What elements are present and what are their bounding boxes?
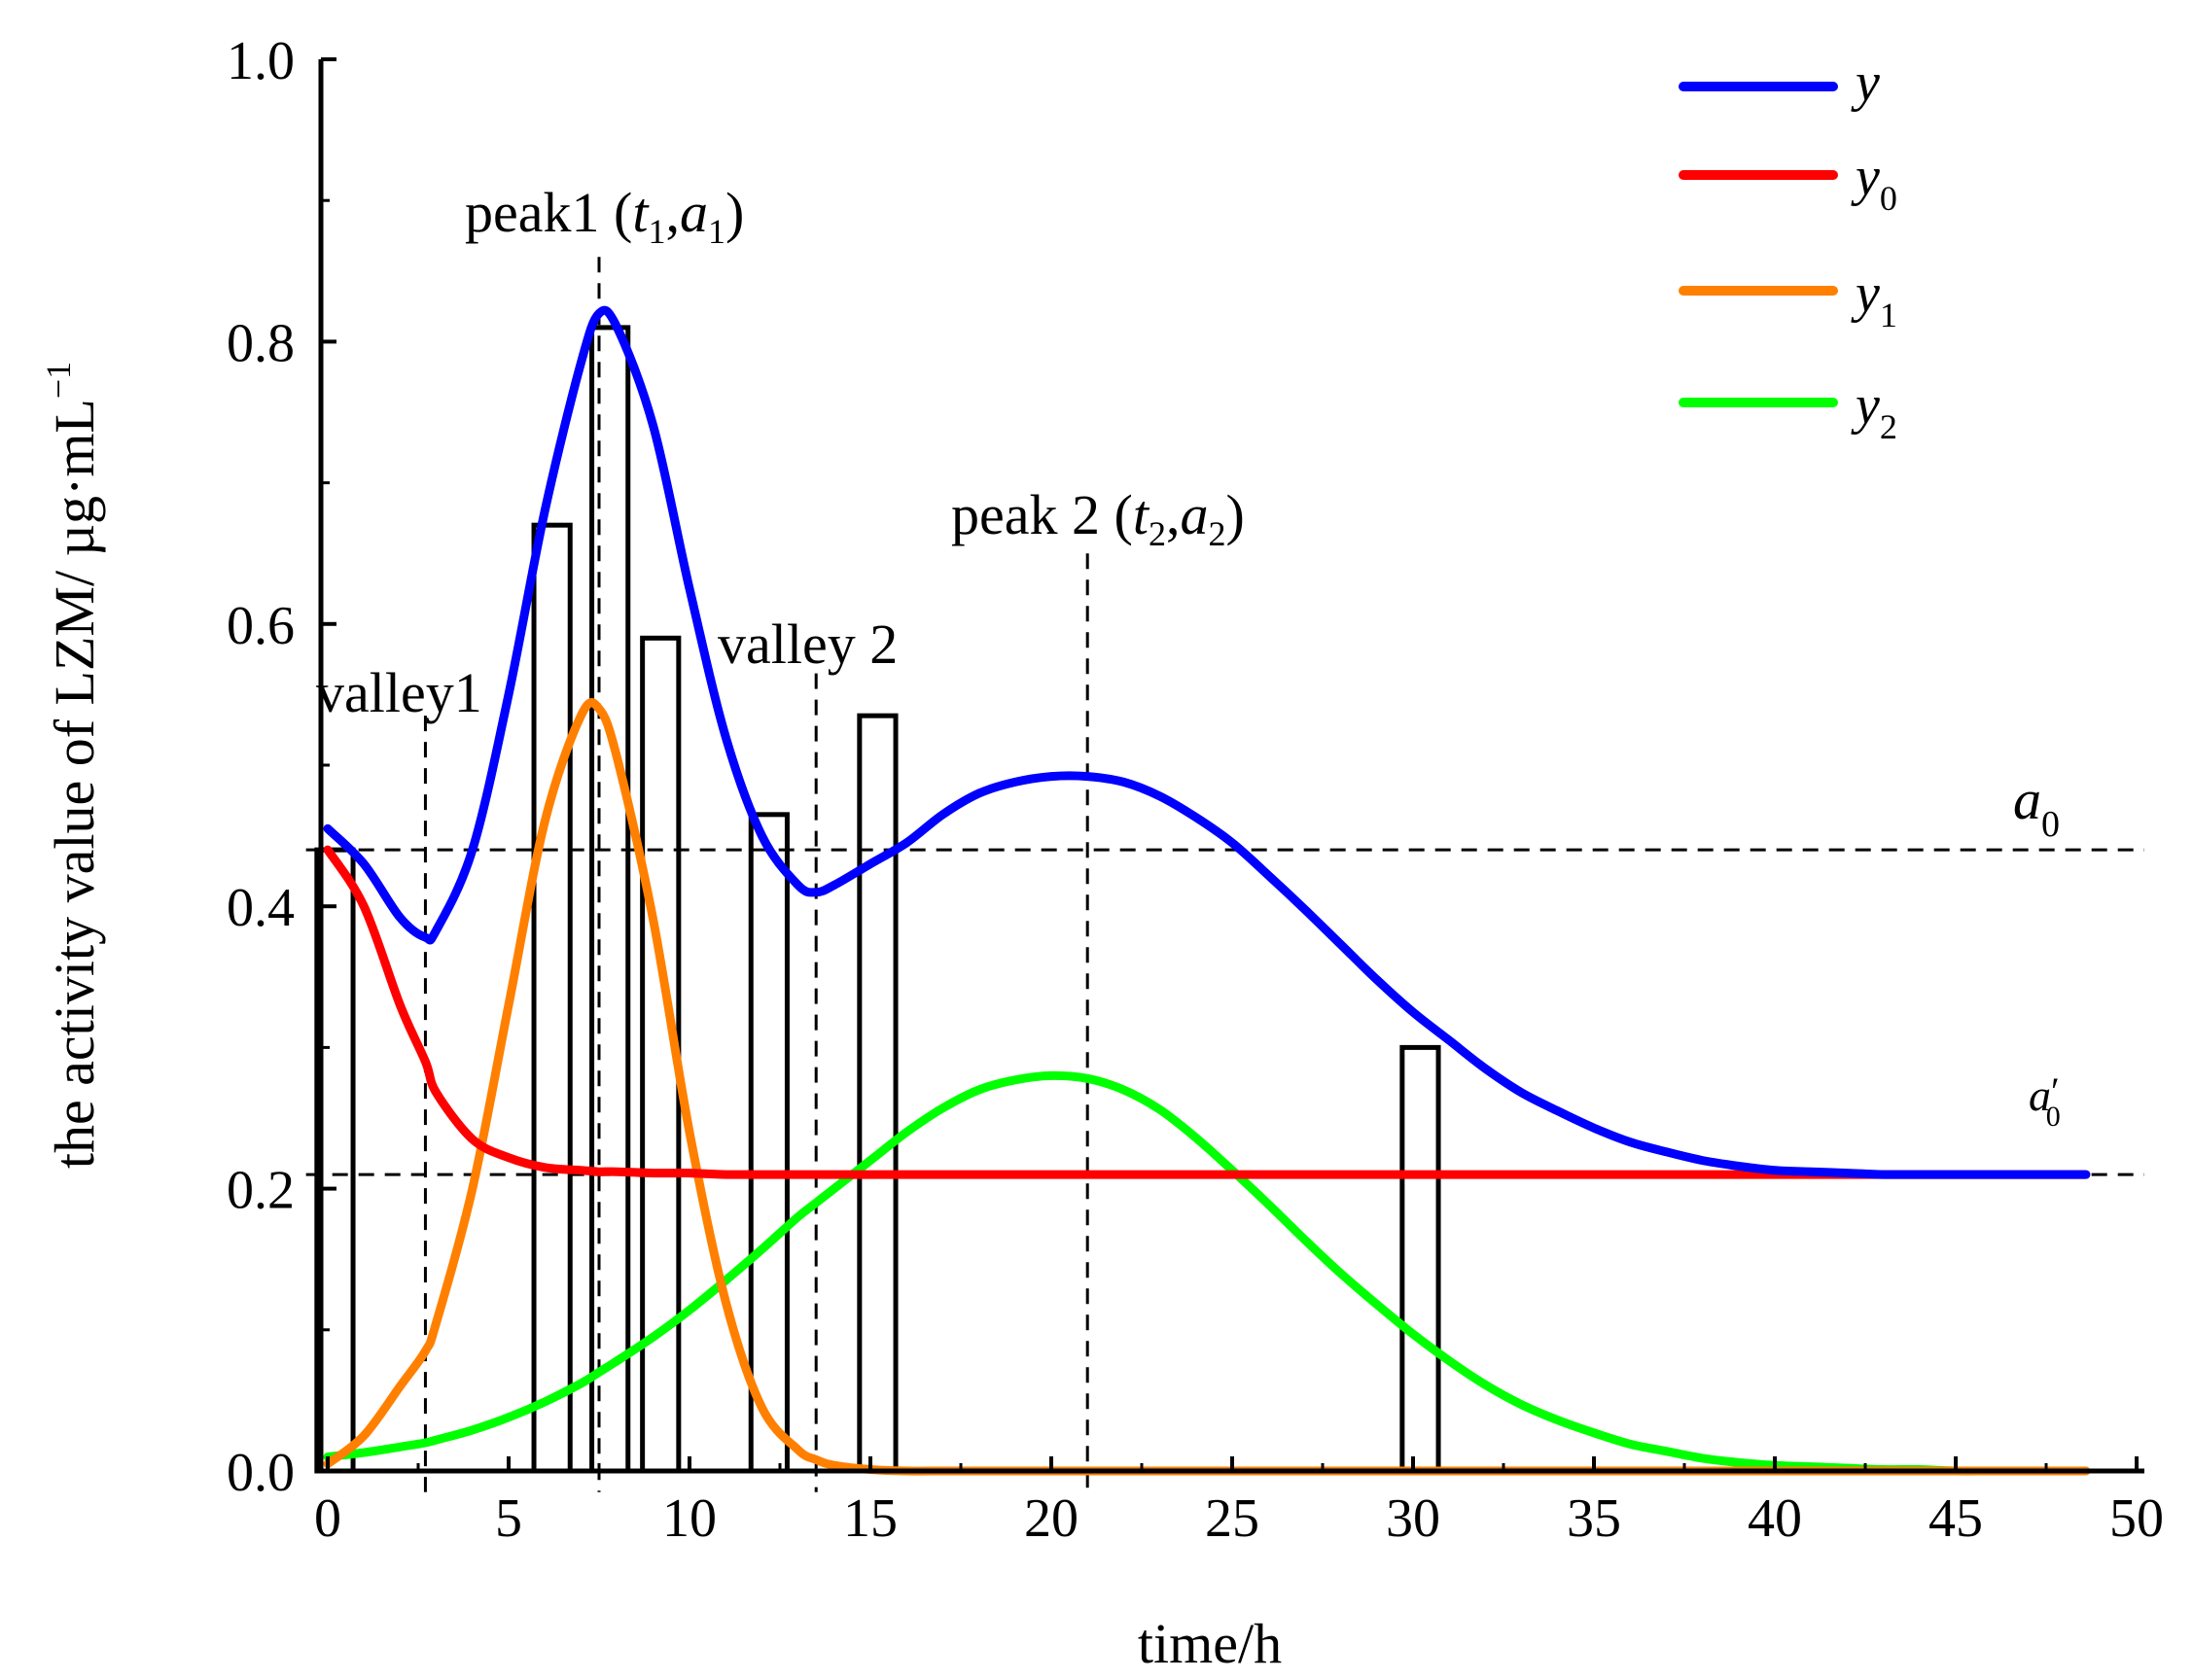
bar (748, 812, 790, 1474)
annotation-valley1: valley1 (316, 661, 482, 724)
y-axis-title: the activity value of LZM/ µg·mL−1 (39, 362, 106, 1169)
bar (857, 713, 899, 1474)
peak2-a: a (1180, 483, 1208, 546)
svg-text:peak 2 (t2,a2): peak 2 (t2,a2) (951, 483, 1245, 553)
legend-label-y: y (1851, 52, 1880, 113)
bar (589, 325, 631, 1474)
y-tick-label: 1.0 (227, 31, 295, 91)
x-tick-label: 50 (2109, 1488, 2164, 1549)
y-tick-label: 0.4 (227, 878, 295, 938)
bar (531, 522, 573, 1474)
svg-text:the activity value of LZM/ µg·: the activity value of LZM/ µg·mL−1 (39, 362, 106, 1169)
peak1-a-sub: 1 (708, 212, 725, 251)
legend-label-main: y (1851, 263, 1880, 324)
peak2-t: t (1133, 483, 1150, 546)
peak2-sep: , (1166, 483, 1181, 546)
legend-label-main: y (1851, 375, 1880, 436)
bars-layer (314, 325, 1441, 1474)
y-tick-label: 0.2 (227, 1161, 295, 1221)
label-a0: a0 (2013, 768, 2060, 845)
a0-sub: 0 (2041, 804, 2060, 845)
peak2-t-sub: 2 (1149, 514, 1166, 553)
annotation-valley2: valley 2 (718, 612, 898, 676)
peak1-sep: , (665, 181, 680, 244)
peak2-a-sub: 2 (1208, 514, 1225, 553)
x-tick-label: 5 (495, 1488, 522, 1549)
peak1-t-sub: 1 (648, 212, 665, 251)
legend-label-sub: 1 (1880, 296, 1897, 334)
y-axis-label: the activity value of LZM/ µg·mL (43, 399, 106, 1169)
ticks-layer: 0 5 10 15 20 25 30 35 40 45 500.00.20.40.60.81.0 (227, 31, 2164, 1549)
a0-prime-mark: ′ (2051, 1069, 2060, 1113)
legend-label-y2: y2 (1851, 375, 1897, 446)
x-tick-label: 20 (1024, 1488, 1079, 1549)
legend-label-y1: y1 (1851, 263, 1897, 334)
annotation-peak2: peak 2 (t2,a2) (951, 483, 1245, 553)
annotation-peak1: peak1 (t1,a1) (465, 181, 744, 251)
y-axis-label-exponent: −1 (39, 362, 78, 399)
y-tick-label: 0.6 (227, 596, 295, 656)
bar (1399, 1044, 1441, 1474)
y-tick-label: 0.8 (227, 313, 295, 373)
a0-main: a (2013, 768, 2041, 831)
a0-prime-sub: 0 (2046, 1101, 2061, 1133)
peak2-suffix: ) (1225, 483, 1244, 546)
x-tick-label: 45 (1928, 1488, 1983, 1549)
peak1-suffix: ) (725, 181, 744, 244)
legend-label-main: y (1851, 147, 1880, 207)
x-tick-label: 0 (314, 1488, 341, 1549)
y-tick-label: 0.0 (227, 1443, 295, 1503)
x-tick-label: 15 (843, 1488, 898, 1549)
x-tick-label: 40 (1748, 1488, 1802, 1549)
legend-label-y0: y0 (1851, 147, 1897, 218)
x-tick-label: 25 (1205, 1488, 1259, 1549)
legend-label-sub: 0 (1880, 179, 1897, 218)
x-tick-label: 10 (662, 1488, 717, 1549)
legend-label-main: y (1851, 52, 1880, 113)
peak1-prefix: peak1 ( (465, 181, 632, 244)
svg-text:a′0: a′ 0 (2029, 1069, 2061, 1133)
label-a0-prime: a′ 0 (2029, 1069, 2061, 1133)
reference-lines-layer (305, 257, 2144, 1492)
x-tick-label: 30 (1386, 1488, 1440, 1549)
series-line-y (323, 305, 2091, 1179)
peak1-t: t (632, 181, 650, 244)
legend-label-sub: 2 (1880, 407, 1897, 446)
x-axis-label: time/h (1138, 1612, 1282, 1675)
peak2-prefix: peak 2 ( (951, 483, 1133, 546)
peak1-a: a (680, 181, 708, 244)
svg-text:a0: a0 (2013, 768, 2060, 845)
series-line-y2 (323, 1070, 2091, 1476)
svg-text:peak1 (t1,a1): peak1 (t1,a1) (465, 181, 744, 251)
x-tick-label: 35 (1567, 1488, 1621, 1549)
a0-prime-main: a (2029, 1070, 2051, 1120)
